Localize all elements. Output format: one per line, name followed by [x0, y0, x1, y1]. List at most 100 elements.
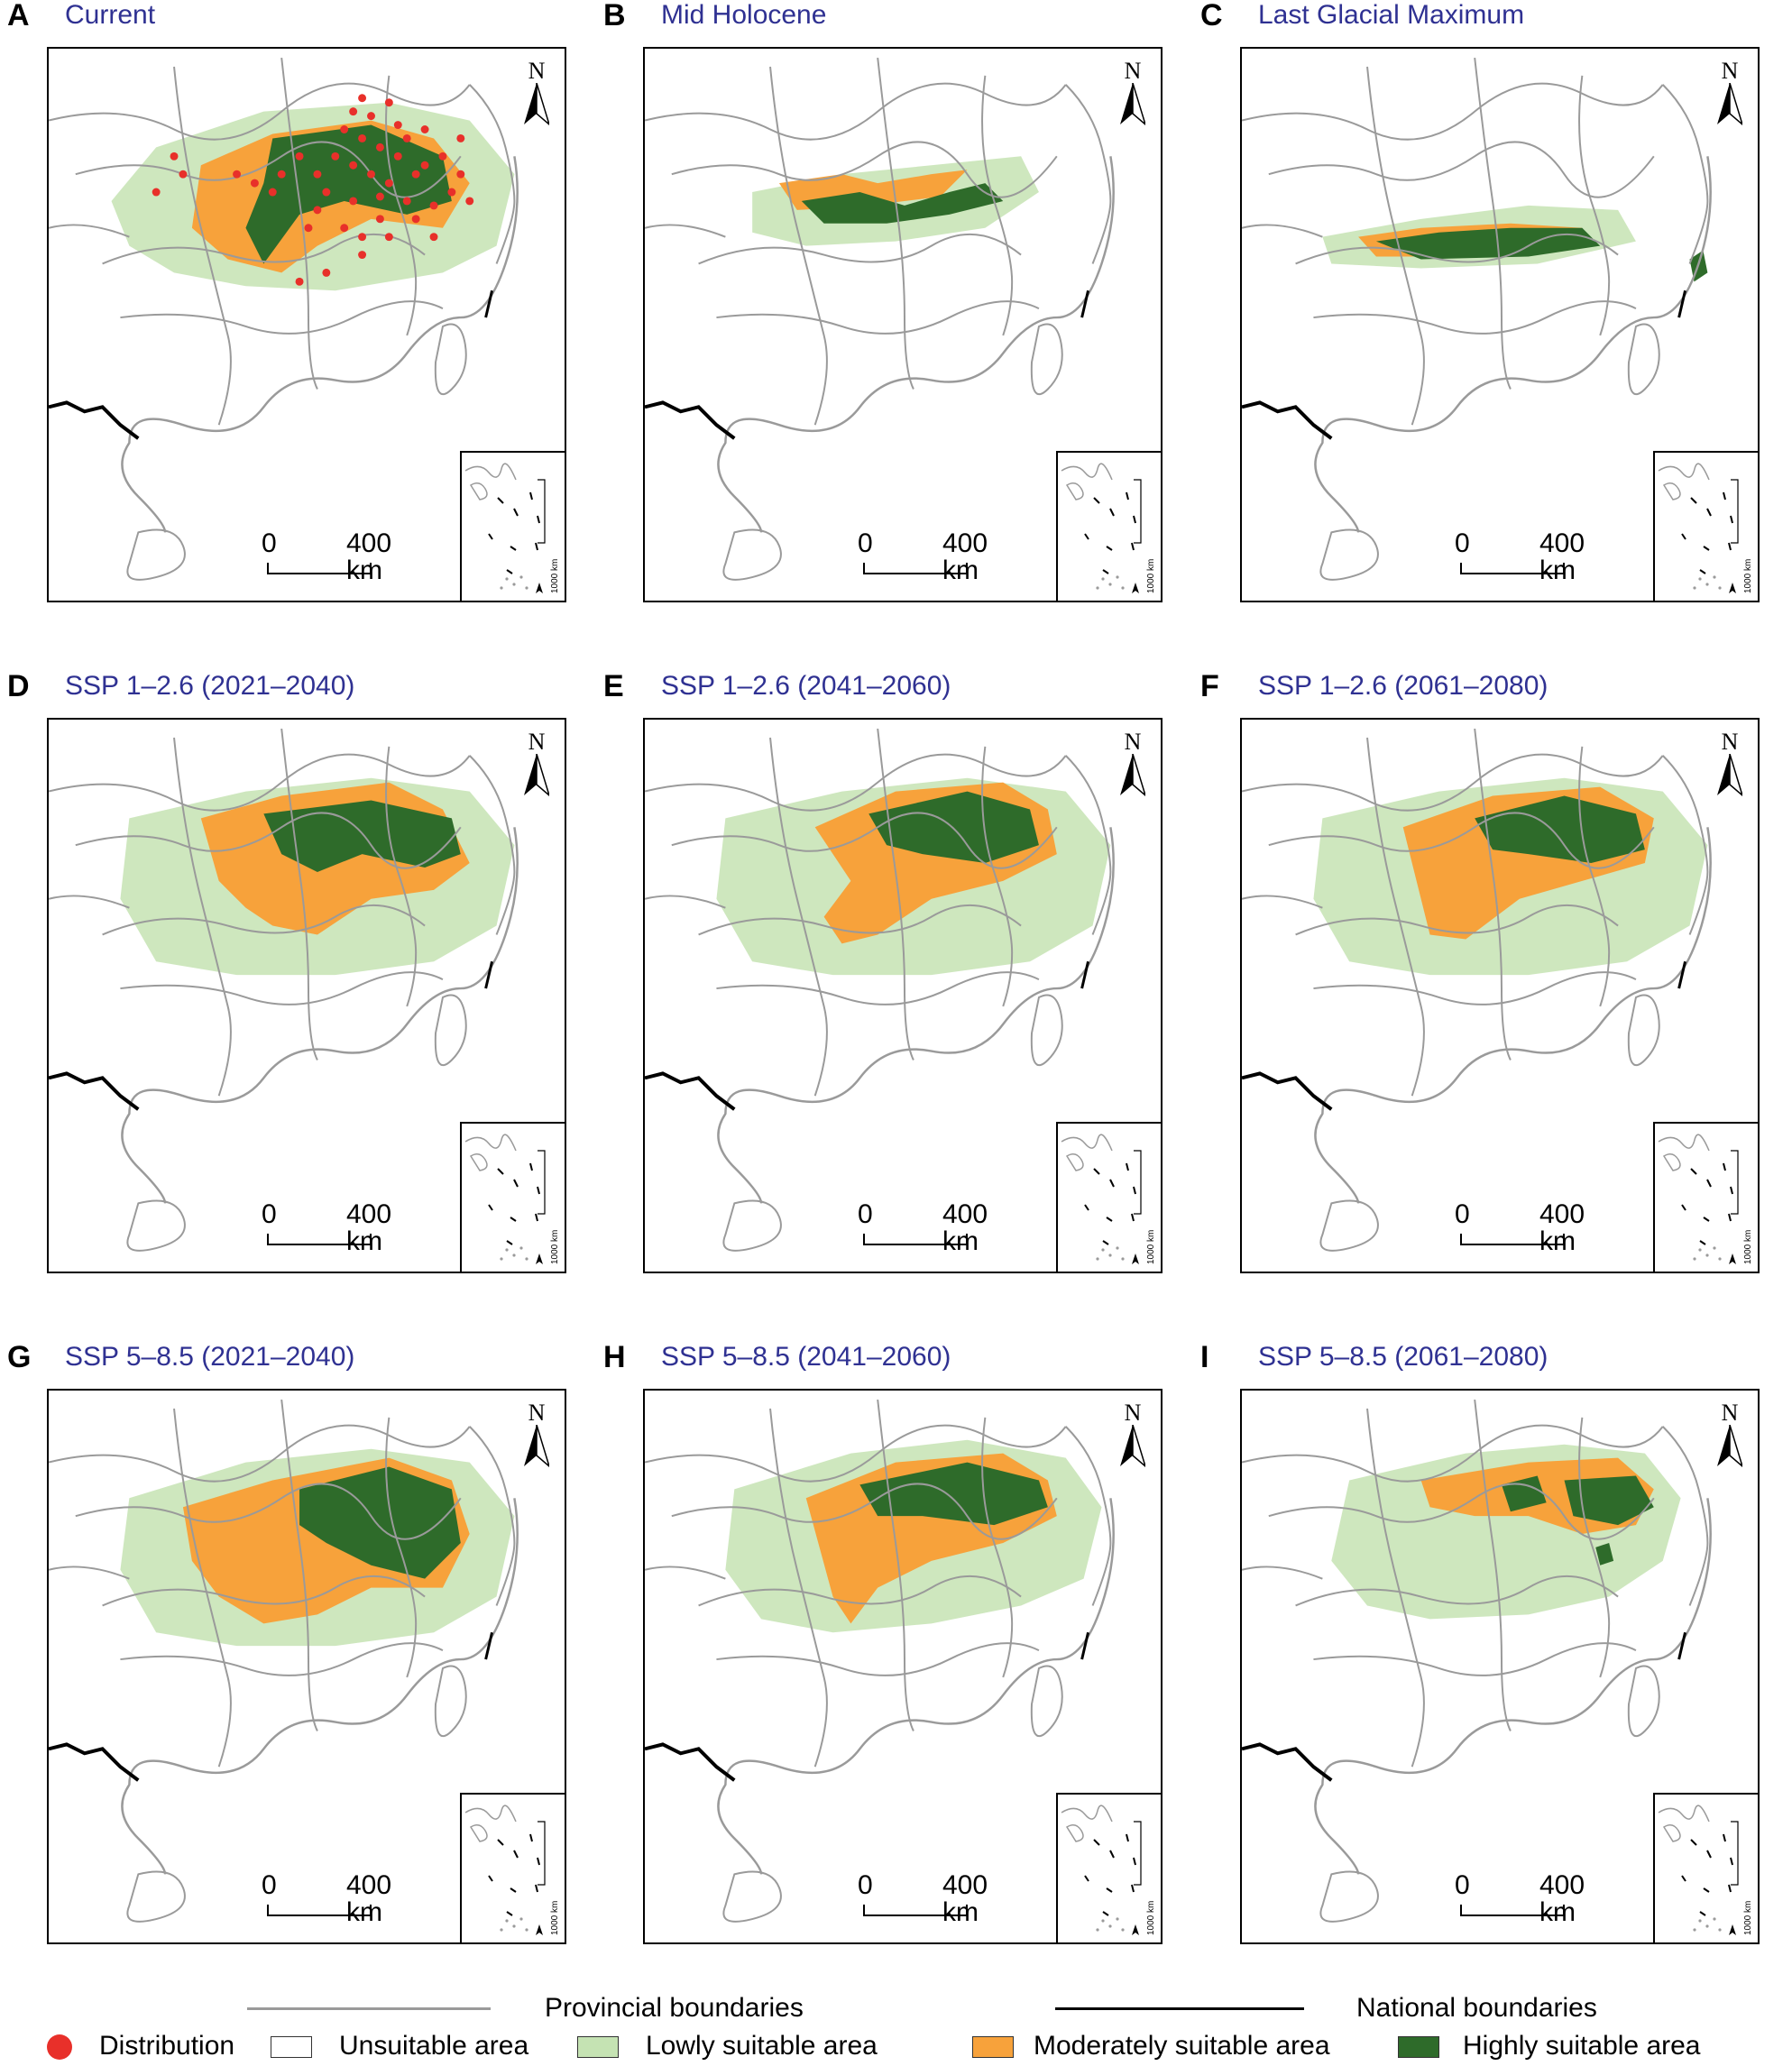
scale-max-label: 400 km: [942, 528, 988, 585]
provincial-boundary: [1242, 1424, 1664, 1483]
north-arrow-icon: N: [1117, 1401, 1148, 1472]
panel-letter: C: [1200, 0, 1223, 32]
provincial-boundary: [716, 971, 1040, 1005]
panel-title: SSP 5–8.5 (2021–2040): [65, 1342, 355, 1372]
distribution-point: [375, 142, 384, 152]
provincial-boundary: [120, 971, 444, 1005]
map-panel-b: B Mid Holocene N 0 400 km 1000 km: [603, 0, 1163, 631]
inset-map: 1000 km: [1056, 451, 1161, 601]
island-outline: [434, 994, 467, 1067]
north-label: N: [1124, 58, 1142, 84]
north-label: N: [1721, 729, 1739, 755]
distribution-point: [384, 179, 393, 188]
scale-bar: 0 400 km: [858, 528, 1025, 585]
provincial-boundary: [280, 57, 318, 390]
provincial-boundary: [877, 57, 914, 390]
provincial-line-sample: [247, 2007, 491, 2010]
lowly-swatch: [577, 2036, 619, 2058]
provincial-boundary: [280, 728, 318, 1061]
suitability-map: [1242, 1399, 1712, 1923]
provincial-boundary: [1295, 904, 1619, 936]
suitability-map: [645, 728, 1115, 1252]
provincial-boundary: [1295, 1575, 1619, 1607]
scale-bar: 0 400 km: [1455, 1199, 1622, 1256]
provincial-boundary: [1313, 1642, 1637, 1676]
provincial-boundary: [1366, 66, 1425, 426]
map-frame: N 0 400 km 1000 km: [1240, 1389, 1760, 1944]
map-frame: N 0 400 km 1000 km: [47, 47, 566, 602]
coastline: [1314, 156, 1712, 533]
legend-national-label: National boundaries: [1356, 1993, 1597, 2023]
provincial-boundary: [1662, 1426, 1709, 1606]
provincial-boundary: [1242, 753, 1664, 812]
scale-zero-label: 0: [262, 1199, 277, 1229]
inset-map: 1000 km: [1653, 1122, 1758, 1272]
provincial-boundary: [1242, 1566, 1323, 1580]
highly-suitable-area: [1595, 1542, 1614, 1566]
panel-letter: D: [7, 669, 30, 703]
scale-zero-label: 0: [858, 1199, 873, 1229]
panel-letter: A: [7, 0, 30, 32]
map-frame: N 0 400 km 1000 km: [643, 47, 1163, 602]
national-boundary: [1242, 400, 1333, 440]
map-frame: N 0 400 km 1000 km: [47, 1389, 566, 1944]
distribution-point: [420, 161, 429, 170]
island-outline: [722, 1870, 782, 1923]
distribution-point: [375, 215, 384, 224]
legend-moderately-label: Moderately suitable area: [1034, 2031, 1330, 2061]
highly-suitable-area: [1375, 227, 1601, 260]
distribution-point: [447, 188, 456, 197]
north-label: N: [528, 729, 546, 755]
provincial-boundary: [1662, 84, 1709, 264]
scale-max-label: 400 km: [1539, 1199, 1585, 1256]
coastline: [121, 156, 519, 533]
provincial-boundary: [1295, 233, 1619, 265]
distribution-point: [438, 152, 447, 161]
provincial-boundary: [645, 224, 726, 238]
distribution-point: [170, 152, 179, 161]
inset-scale-label: 1000 km: [550, 558, 560, 593]
national-boundary: [1242, 1742, 1333, 1782]
legend-unsuitable-label: Unsuitable area: [339, 2031, 529, 2061]
provincial-boundary: [1313, 300, 1637, 335]
distribution-point: [411, 215, 420, 224]
inset-scale-label: 1000 km: [1146, 1229, 1156, 1264]
inset-scale-label: 1000 km: [1743, 558, 1753, 593]
coastline: [1314, 827, 1712, 1204]
coastline: [717, 156, 1115, 533]
inset-scale-label: 1000 km: [1743, 1229, 1753, 1264]
provincial-boundary: [1268, 1483, 1655, 1540]
scale-zero-label: 0: [1455, 528, 1470, 558]
provincial-boundary: [1268, 141, 1655, 198]
provincial-boundary: [1065, 84, 1112, 264]
island-outline: [1627, 1665, 1660, 1738]
highly-suitable-area: [859, 1462, 1048, 1526]
distribution-point: [429, 201, 438, 210]
distribution-point: [393, 152, 402, 161]
map-frame: N 0 400 km 1000 km: [1240, 47, 1760, 602]
provincial-boundary: [1268, 812, 1655, 869]
scale-zero-label: 0: [262, 528, 277, 558]
national-boundary: [645, 1742, 736, 1782]
north-arrow-icon: N: [521, 730, 552, 801]
island-outline: [434, 1665, 467, 1738]
scale-zero-label: 0: [1455, 1870, 1470, 1900]
highly-suitable-area: [1564, 1475, 1654, 1526]
provincial-boundary: [1065, 755, 1112, 935]
island-outline: [1030, 1665, 1063, 1738]
distribution-point: [384, 98, 393, 107]
distribution-point: [420, 125, 429, 133]
island-outline: [126, 1870, 186, 1923]
north-arrow-icon: N: [1117, 60, 1148, 130]
map-panel-h: H SSP 5–8.5 (2041–2060) N 0 400 km 1000 km: [603, 1342, 1163, 1973]
provincial-boundary: [716, 1642, 1040, 1676]
inset-map: 1000 km: [1056, 1122, 1161, 1272]
legend-highly-label: Highly suitable area: [1463, 2031, 1701, 2061]
panel-letter: G: [7, 1340, 32, 1374]
legend-provincial: Provincial boundaries: [247, 1995, 842, 2022]
north-label: N: [1721, 58, 1739, 84]
map-panel-d: D SSP 1–2.6 (2021–2040) N 0 400 km 1000 km: [7, 671, 566, 1302]
scale-bar: 0 400 km: [262, 1872, 429, 1926]
distribution-point: [367, 112, 375, 121]
provincial-boundary: [1242, 224, 1323, 238]
